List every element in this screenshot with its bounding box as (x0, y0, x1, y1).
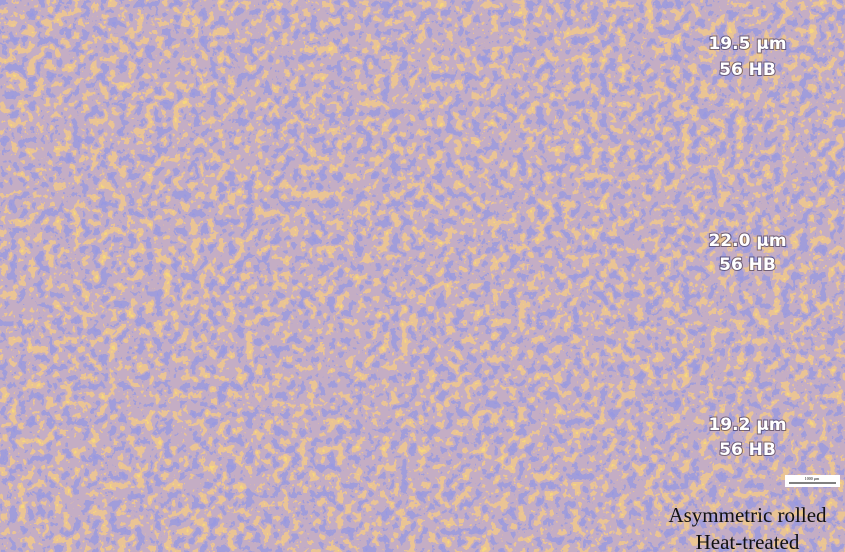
micrograph-panel: 19.5 µm 56 HB 22.0 µm 56 HB 19.2 µm 56 HB 1000… (650, 8, 845, 552)
hardness-label: 56 HB (514, 60, 571, 80)
hardness-label: 84 HB (294, 60, 351, 80)
scale-bar-box (152, 463, 207, 475)
caption: Deformed condition (26, 525, 196, 549)
micrograph-panel: 17.5 µm 84 HB 19.0 µm 88 HB 17.6 µm 86 HB 1000… (218, 8, 427, 552)
scale-bar-box (785, 475, 840, 487)
hardness-label: 56 HB (514, 255, 571, 275)
micrograph (10, 28, 212, 460)
micrograph (218, 28, 427, 460)
scale-bar-label: 1000 µm (387, 464, 402, 469)
micrograph-panel: 17.8 µm 84 HB 23.3 µm 87 HB 17.7µm 85 HB 1000 … (10, 8, 212, 549)
caption: Heat-treated (491, 525, 595, 549)
micrograph-panel: 21.3 µm 56 HB 25.0 µm 56 HB 21.2 µm 56 HB 1000… (440, 8, 645, 549)
scale-bar-box (367, 463, 422, 475)
caption: Heat-treated (696, 530, 800, 552)
hardness-label: 56 HB (514, 440, 571, 460)
scale-bar-label: 1000 µm (605, 478, 620, 483)
caption: Symmetric rolled (469, 498, 616, 522)
hardness-label: 84 HB (83, 60, 140, 80)
grain-size-label: 21.3 µm (503, 34, 581, 54)
caption: Asymmetric rolled (243, 501, 402, 525)
hardness-label: 56 HB (719, 255, 776, 275)
hardness-label: 56 HB (719, 440, 776, 460)
hardness-label: 85 HB (83, 440, 140, 460)
scale-bar-label: 1000 µm (172, 464, 187, 469)
grain-size-label: 17.5 µm (283, 34, 361, 54)
grain-size-label: 21.2 µm (503, 415, 581, 435)
caption: Symmetric rolled (38, 498, 185, 522)
micrograph (440, 28, 645, 474)
caption: Asymmetric rolled (668, 503, 827, 527)
grain-size-label: 25.0 µm (503, 231, 581, 251)
grain-size-label: 19.5 µm (708, 34, 786, 54)
hardness-label: 56 HB (719, 60, 776, 80)
hardness-label: 86 HB (294, 440, 351, 460)
hardness-label: 88 HB (294, 255, 351, 275)
grain-size-label: 23.3 µm (72, 231, 150, 251)
scale-bar-box (585, 477, 640, 489)
hardness-label: 87 HB (83, 255, 140, 275)
grain-size-label: 17.7µm (75, 415, 147, 435)
caption: Deformed condition (238, 528, 408, 552)
micrograph (650, 28, 845, 472)
scale-bar-label: 1000 µm (805, 476, 820, 481)
grain-size-label: 17.6 µm (283, 415, 361, 435)
grain-size-label: 19.2 µm (708, 415, 786, 435)
grain-size-label: 22.0 µm (708, 231, 786, 251)
grain-size-label: 19.0 µm (283, 231, 361, 251)
grain-size-label: 17.8 µm (72, 34, 150, 54)
